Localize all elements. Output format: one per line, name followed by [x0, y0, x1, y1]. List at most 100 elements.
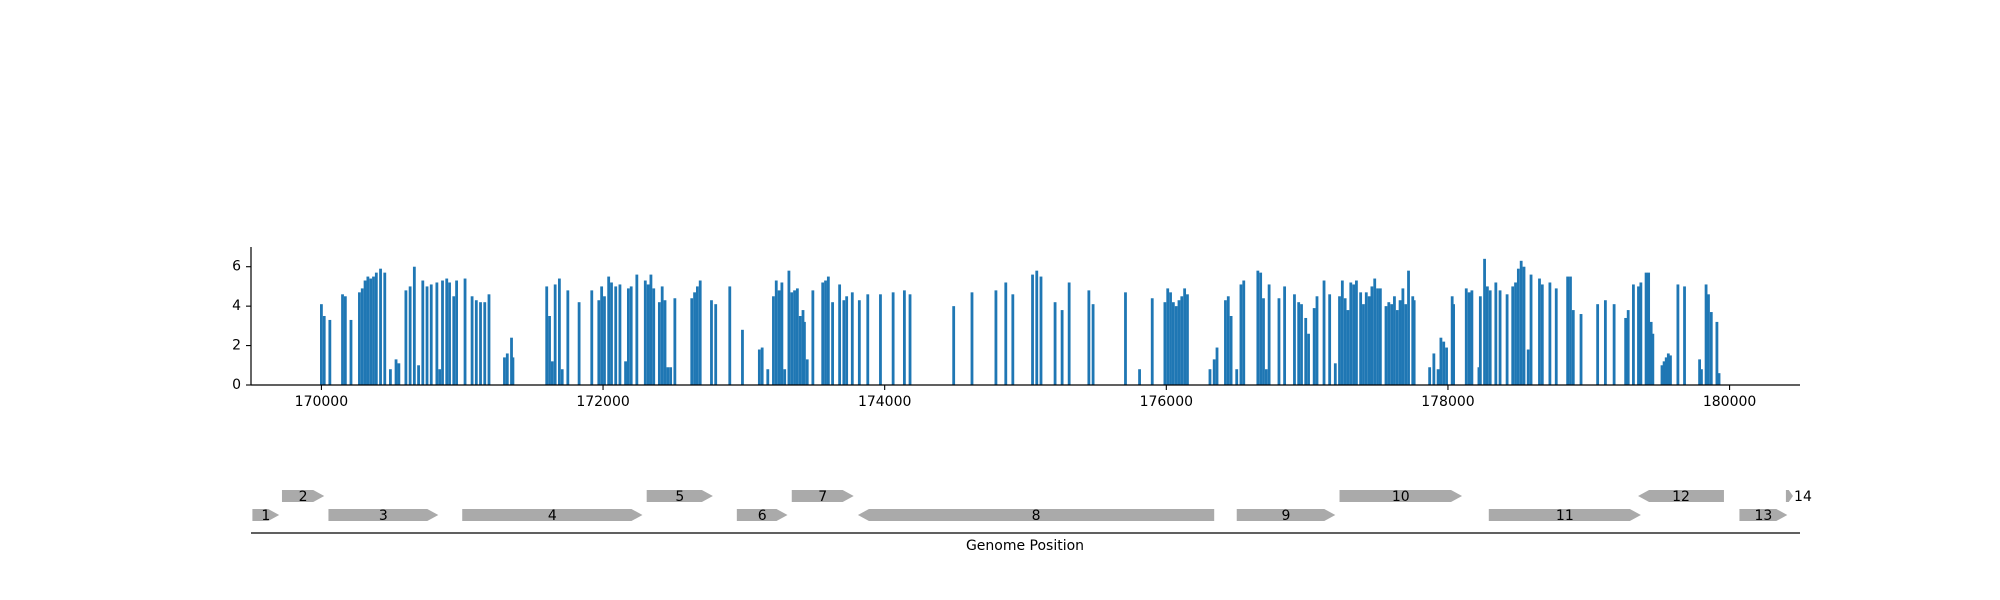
coverage-bar	[1312, 308, 1316, 385]
coverage-bar	[1529, 274, 1533, 385]
coverage-bar	[394, 359, 398, 385]
coverage-bar	[1612, 304, 1616, 385]
coverage-bar	[663, 300, 667, 385]
gene-label: 7	[818, 489, 827, 505]
coverage-bar	[349, 319, 353, 385]
coverage-bar	[1478, 296, 1482, 385]
coverage-bar	[1452, 304, 1455, 385]
gene-label: 10	[1392, 489, 1410, 505]
coverage-bar	[1259, 272, 1263, 385]
coverage-bar	[1464, 288, 1468, 385]
coverage-bar	[1442, 341, 1446, 385]
coverage-bar	[891, 292, 895, 385]
coverage-bar	[1428, 367, 1432, 385]
coverage-bar	[463, 278, 467, 385]
coverage-bar	[1177, 300, 1181, 385]
x-axis-label: Genome Position	[966, 538, 1084, 554]
coverage-bar	[783, 369, 787, 385]
coverage-bar	[1390, 304, 1394, 385]
coverage-bar	[710, 300, 713, 385]
coverage-bar	[448, 282, 451, 385]
coverage-bar	[1566, 276, 1570, 385]
gene-arrow	[1488, 509, 1641, 521]
coverage-bar	[1091, 304, 1095, 385]
coverage-bar	[425, 286, 429, 385]
coverage-bar	[952, 306, 956, 385]
coverage-bar	[1297, 302, 1301, 385]
coverage-bar	[372, 276, 375, 385]
coverage-bar	[690, 298, 694, 385]
coverage-bar	[1039, 276, 1043, 385]
coverage-bar	[1053, 302, 1057, 385]
coverage-bar	[1709, 312, 1713, 385]
coverage-bar	[560, 369, 564, 385]
coverage-bar	[826, 276, 830, 385]
coverage-bar	[1647, 272, 1651, 385]
coverage-bar	[1538, 278, 1541, 385]
coverage-bar	[597, 300, 601, 385]
coverage-bar	[1498, 290, 1502, 385]
coverage-bar	[1384, 306, 1388, 385]
coverage-bar	[1707, 294, 1710, 385]
coverage-bar	[343, 296, 347, 385]
coverage-bar	[1519, 260, 1523, 385]
coverage-bar	[790, 292, 794, 385]
coverage-bar	[1376, 288, 1379, 385]
gene-arrow	[281, 490, 325, 502]
coverage-bar	[438, 369, 442, 385]
gene-arrow	[462, 509, 643, 521]
gene-arrow	[1339, 490, 1463, 502]
coverage-bar	[1411, 296, 1415, 385]
coverage-bar	[1664, 357, 1668, 385]
gene-label: 9	[1282, 508, 1291, 524]
coverage-bar	[1364, 292, 1368, 385]
coverage-bar	[803, 321, 806, 385]
gene-label: 1	[261, 508, 270, 524]
coverage-bar	[760, 347, 764, 385]
coverage-bar	[1398, 300, 1402, 385]
coverage-bar	[1511, 286, 1515, 385]
gene-arrow	[1739, 509, 1788, 521]
coverage-bar	[1349, 282, 1353, 385]
coverage-bar	[766, 369, 770, 385]
coverage-bar	[1522, 266, 1526, 385]
coverage-bar	[1166, 288, 1170, 385]
coverage-bar	[1359, 292, 1363, 385]
coverage-bar	[322, 316, 326, 385]
coverage-bar	[379, 268, 382, 385]
coverage-bar	[1031, 274, 1034, 385]
coverage-bar	[795, 288, 799, 385]
coverage-bar	[1554, 288, 1558, 385]
coverage-bar	[1307, 333, 1310, 385]
coverage-bar	[1494, 282, 1498, 385]
coverage-bar	[397, 363, 401, 385]
coverage-bar	[879, 294, 882, 385]
gene-label: 13	[1754, 508, 1772, 524]
coverage-bar	[1401, 288, 1405, 385]
coverage-bar	[1450, 296, 1454, 385]
coverage-bar	[503, 357, 506, 385]
coverage-bar	[970, 292, 974, 385]
coverage-bar	[1485, 286, 1489, 385]
coverage-bar	[652, 288, 656, 385]
coverage-bar	[908, 294, 912, 385]
coverage-bar	[1011, 294, 1015, 385]
coverage-bar	[1596, 304, 1600, 385]
coverage-bar	[1407, 270, 1410, 385]
coverage-bar	[660, 286, 664, 385]
gene-label: 12	[1672, 489, 1690, 505]
coverage-bar	[389, 369, 392, 385]
gene-label: 4	[548, 508, 557, 524]
coverage-bar	[1169, 292, 1172, 385]
coverage-bar	[777, 290, 781, 385]
coverage-bar	[1662, 361, 1666, 385]
coverage-bar	[1239, 284, 1243, 385]
coverage-bar	[1300, 304, 1303, 385]
coverage-bar	[1235, 369, 1239, 385]
coverage-bar	[545, 286, 549, 385]
coverage-bar	[1378, 288, 1382, 385]
coverage-bar	[341, 294, 344, 385]
coverage-bar	[845, 296, 849, 385]
coverage-bar	[511, 357, 515, 385]
coverage-bar	[831, 302, 834, 385]
